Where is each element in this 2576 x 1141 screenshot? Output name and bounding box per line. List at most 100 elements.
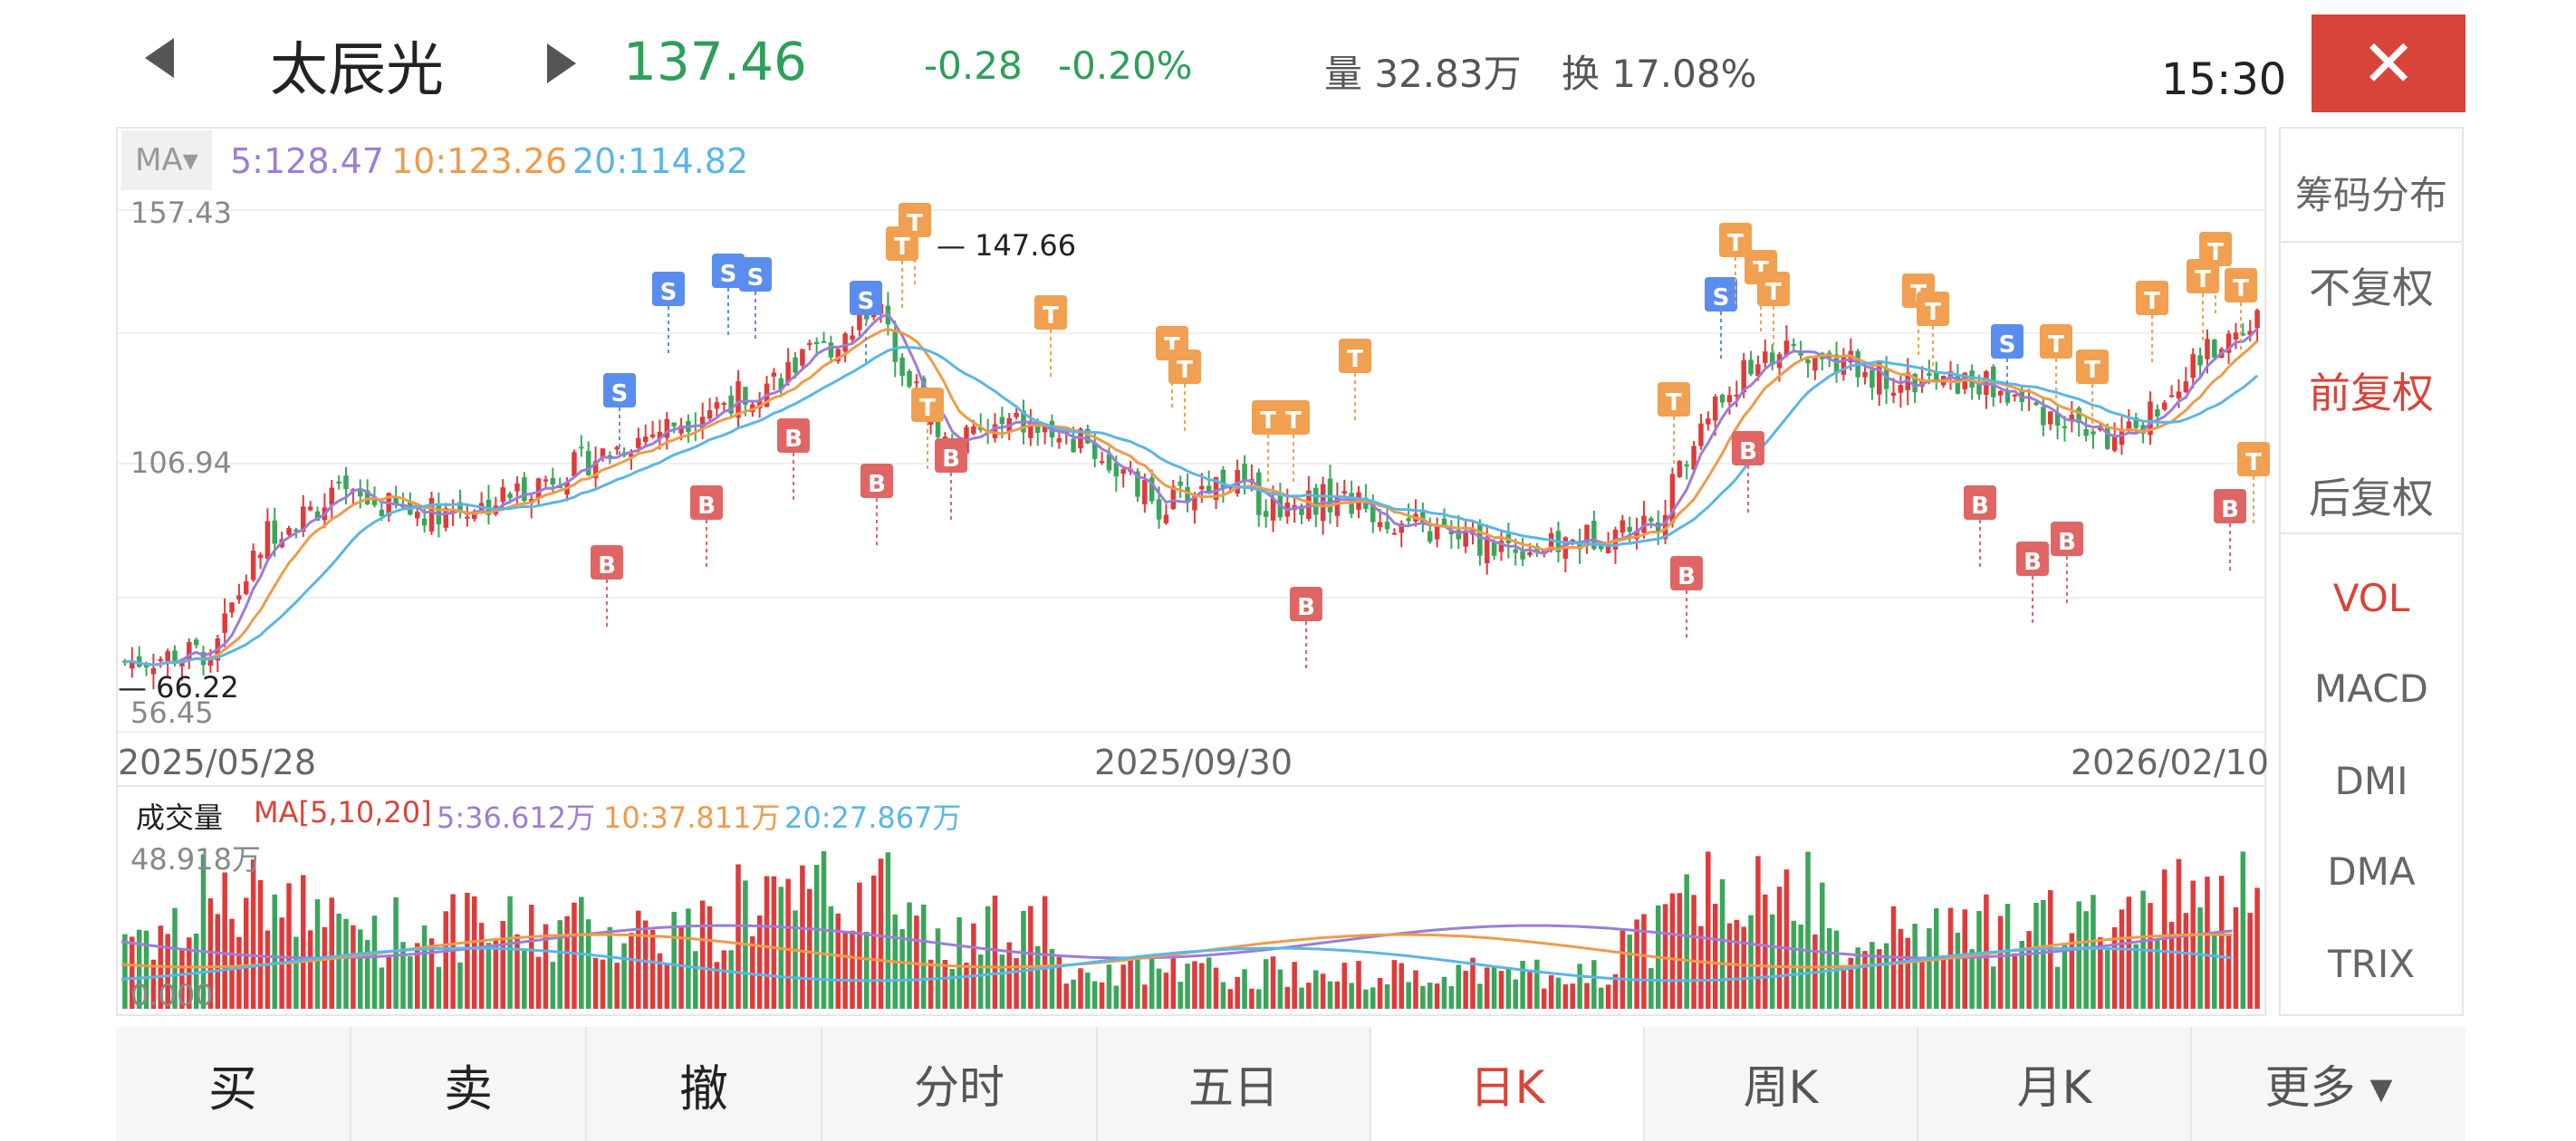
sidebar-item-dmi[interactable]: DMI — [2334, 759, 2408, 803]
volume-bar — [1384, 983, 1390, 1009]
candle-body — [1263, 511, 1269, 517]
volume-bar — [1235, 976, 1240, 1009]
volume-bar — [379, 967, 385, 1009]
volume-bar — [1527, 969, 1533, 1009]
volume-bar — [1456, 964, 1462, 1009]
volume-bar — [1598, 987, 1604, 1009]
tab-intraday[interactable]: 分时 — [822, 1027, 1098, 1141]
marker-box — [1732, 431, 1764, 465]
volume-bar — [1006, 942, 1012, 1009]
candle-body — [1334, 495, 1341, 516]
candle-body — [1691, 446, 1697, 470]
volume-bar — [1042, 896, 1048, 1009]
volume-bar — [1113, 985, 1120, 1009]
volume-bar — [1434, 983, 1440, 1009]
candle-body — [649, 434, 656, 437]
close-button[interactable]: ✕ — [2312, 14, 2465, 112]
candle-body — [1491, 541, 1497, 556]
volume-ma-label: MA[5,10,20] — [254, 795, 432, 829]
candle-body — [1669, 474, 1676, 523]
min-price-marker: — 66.22 — [118, 670, 239, 705]
marker-letter: T — [2233, 275, 2249, 302]
candle-body — [592, 461, 599, 479]
candle-body — [572, 452, 577, 476]
candle-body — [1463, 531, 1468, 547]
candle-body — [229, 602, 235, 613]
sidebar-item-trix[interactable]: TRIX — [2328, 942, 2415, 986]
ma-selector[interactable]: MA▾ — [121, 130, 212, 190]
prev-stock-arrow-icon[interactable] — [145, 38, 174, 78]
next-stock-arrow-icon[interactable] — [547, 43, 576, 83]
sidebar-divider — [2281, 241, 2462, 243]
volume-bar — [557, 920, 562, 1009]
cancel-order-button[interactable]: 撤 — [587, 1027, 822, 1141]
candle-body — [172, 650, 178, 665]
marker-letter: S — [660, 279, 678, 306]
volume-bar — [1620, 930, 1626, 1009]
candle-body — [1783, 340, 1790, 356]
volume-bars — [122, 851, 2260, 1009]
sidebar-item-chip-distribution[interactable]: 筹码分布 — [2294, 173, 2447, 217]
volume-bar — [1826, 928, 1832, 1009]
buy-marker: B — [860, 464, 893, 545]
volume-text: 量 32.83万 — [1324, 52, 1522, 96]
last-price: 137.46 — [623, 31, 807, 92]
volume-bar — [301, 875, 306, 1009]
volume-bar — [870, 875, 877, 1009]
t-marker: T — [2187, 259, 2219, 340]
marker-box — [2016, 542, 2049, 576]
stock-name: 太辰光 — [270, 37, 444, 104]
t-marker: T — [1757, 272, 1790, 353]
volume-bar — [1028, 906, 1033, 1009]
candle-body — [1712, 396, 1718, 421]
volume-bar — [1363, 989, 1369, 1009]
volume-bar — [272, 894, 278, 1009]
candle-body — [1163, 514, 1169, 523]
candle-body — [1912, 373, 1918, 393]
marker-letter: B — [784, 426, 803, 453]
marker-box — [935, 438, 967, 473]
buy-button[interactable]: 买 — [116, 1027, 351, 1141]
tab-daily-k[interactable]: 日K — [1371, 1027, 1645, 1141]
volume-bar — [964, 963, 969, 1009]
t-marker: T — [1658, 382, 1690, 464]
volume-bar — [2019, 941, 2024, 1009]
candle-body — [143, 664, 149, 667]
candle-body — [1870, 369, 1875, 388]
sidebar-item-no-adjust[interactable]: 不复权 — [2309, 264, 2434, 312]
sell-button[interactable]: 卖 — [351, 1027, 587, 1141]
tab-weekly-k[interactable]: 周K — [1645, 1027, 1918, 1141]
sidebar-item-dma[interactable]: DMA — [2327, 849, 2416, 894]
volume-bar — [1406, 982, 1411, 1009]
volume-bar — [1299, 987, 1304, 1009]
volume-bar — [813, 865, 820, 1009]
volume-bar — [457, 962, 463, 1009]
sidebar-item-macd[interactable]: MACD — [2314, 666, 2428, 711]
volume-bar — [1820, 882, 1825, 1009]
volume-bar — [1477, 983, 1483, 1009]
sell-marker: S — [603, 373, 636, 455]
volume-bar — [2183, 913, 2189, 1009]
sidebar-item-forward-adjust[interactable]: 前复权 — [2309, 369, 2434, 417]
tab-more[interactable]: 更多 ▾ — [2264, 1061, 2393, 1114]
volume-bar — [1313, 970, 1319, 1009]
candle-body — [2069, 415, 2075, 422]
candle-body — [1769, 352, 1775, 365]
marker-letter: T — [1727, 230, 1744, 257]
volume-bar — [550, 962, 556, 1009]
candle-body — [400, 505, 406, 508]
sidebar-item-vol[interactable]: VOL — [2332, 576, 2410, 620]
tab-monthly-k[interactable]: 月K — [1918, 1027, 2192, 1141]
candle-body — [414, 512, 420, 519]
volume-bar — [1085, 973, 1091, 1009]
tab-five-day[interactable]: 五日 — [1098, 1027, 1371, 1141]
candle-body — [1142, 479, 1148, 504]
volume-bar — [1541, 988, 1547, 1009]
volume-bar — [465, 892, 470, 1009]
candle-body — [358, 491, 363, 497]
sidebar-item-backward-adjust[interactable]: 后复权 — [2309, 474, 2434, 523]
volume-bar — [771, 876, 777, 1009]
volume-bar — [850, 930, 855, 1009]
candle-body — [857, 313, 862, 331]
